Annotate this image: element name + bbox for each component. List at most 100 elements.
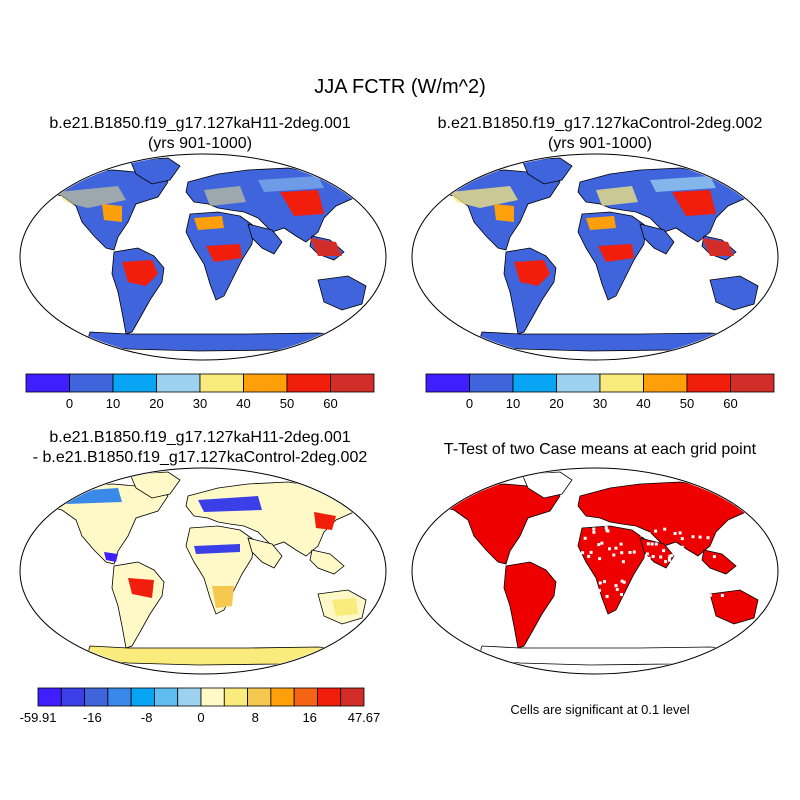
- nonsignificant-cell: [661, 595, 665, 599]
- nonsignificant-cell: [583, 536, 587, 540]
- nonsignificant-cell: [630, 591, 634, 595]
- colorbar-diff: -59.91 -16 -8 0 8 16 47.67: [20, 687, 380, 725]
- nonsignificant-cell: [723, 548, 727, 552]
- colorbar-swatch: [330, 373, 375, 393]
- nonsignificant-cell: [687, 570, 691, 574]
- panel-case1-title: b.e21.B1850.f19_g17.127kaH11-2deg.001: [49, 115, 351, 132]
- nonsignificant-cell: [693, 571, 697, 575]
- colorbar-swatch: [599, 373, 644, 393]
- nonsignificant-cell: [605, 595, 609, 598]
- diff-patch-boreal: [198, 496, 262, 512]
- hotspot-central-africa: [206, 244, 242, 262]
- nonsignificant-cell: [692, 570, 696, 574]
- colorbar-label: 10: [106, 396, 120, 411]
- nonsignificant-cell: [679, 586, 682, 590]
- nonsignificant-cell: [670, 554, 674, 558]
- diff-patch-south-africa: [212, 586, 234, 608]
- nonsignificant-cell: [591, 587, 595, 591]
- nonsignificant-cell: [714, 544, 718, 548]
- nonsignificant-cell: [584, 568, 588, 571]
- nonsignificant-cell: [653, 565, 657, 569]
- colorbar-label: 60: [723, 396, 737, 411]
- panel-diff-title-block: b.e21.B1850.f19_g17.127kaH11-2deg.001 - …: [0, 428, 400, 468]
- mid-europe: [204, 186, 246, 206]
- colorbar-label: 0: [197, 710, 204, 725]
- nonsignificant-cell: [581, 578, 585, 582]
- colorbar-swatch: [317, 687, 342, 707]
- colorbar-label: 50: [280, 396, 294, 411]
- nonsignificant-cell: [645, 584, 649, 588]
- significance-note: Cells are significant at 0.1 level: [510, 702, 690, 717]
- land-arabia-india: [247, 223, 283, 255]
- nonsignificant-cell: [598, 557, 602, 561]
- nonsignificant-cell: [720, 593, 724, 597]
- nonsignificant-cell: [712, 555, 716, 559]
- land-south-america: [503, 561, 557, 649]
- nonsignificant-cell: [593, 595, 597, 599]
- nonsignificant-cell: [651, 555, 655, 558]
- nonsignificant-cell: [621, 560, 625, 564]
- mid-europe: [596, 186, 638, 206]
- hotspot-se-asia: [310, 238, 342, 256]
- mid-siberia: [650, 176, 716, 192]
- nonsignificant-cell: [723, 539, 727, 543]
- colorbar-label: 20: [149, 396, 163, 411]
- panel-diff-title: b.e21.B1850.f19_g17.127kaH11-2deg.001: [49, 429, 351, 446]
- nonsignificant-cell: [605, 528, 609, 532]
- nonsignificant-cell: [591, 590, 595, 594]
- panel-ttest-title: T-Test of two Case means at each grid po…: [443, 441, 757, 458]
- nonsignificant-cell: [679, 560, 683, 564]
- colorbar-swatch: [340, 687, 365, 707]
- colorbar-swatch: [243, 373, 288, 393]
- nonsignificant-cell: [686, 574, 690, 578]
- colorbar-swatch: [60, 687, 85, 707]
- colorbar-case1: 0 10 20 30 40 50 60: [25, 373, 375, 411]
- colorbar-swatch: [107, 687, 132, 707]
- colorbar-label: 50: [680, 396, 694, 411]
- hotspot-east-us: [494, 204, 514, 222]
- nonsignificant-cell: [650, 542, 654, 546]
- colorbar-label: 40: [236, 396, 250, 411]
- land-antarctica: [85, 331, 357, 352]
- nonsignificant-cell: [640, 533, 644, 537]
- nonsignificant-cell: [719, 586, 722, 590]
- mid-siberia: [258, 176, 324, 192]
- nonsignificant-cell: [654, 542, 658, 546]
- nonsignificant-cell: [648, 593, 652, 597]
- nonsignificant-cell: [619, 542, 623, 546]
- nonsignificant-cell: [614, 584, 618, 588]
- nonsignificant-cell: [663, 527, 667, 531]
- hotspot-sahel: [586, 216, 616, 230]
- nonsignificant-cell: [682, 571, 686, 575]
- land-australia: [317, 275, 367, 311]
- land-se-asia: [309, 549, 345, 575]
- mid-north-america: [58, 186, 126, 208]
- nonsignificant-cell: [598, 588, 601, 592]
- hotspot-sahel: [194, 216, 224, 230]
- panel-case2-title-block: b.e21.B1850.f19_g17.127kaControl-2deg.00…: [400, 114, 800, 154]
- map-case1: [19, 153, 387, 361]
- nonsignificant-cell: [678, 531, 682, 535]
- colorbar-label: 16: [302, 710, 316, 725]
- nonsignificant-cell: [600, 541, 604, 545]
- colorbar-swatch: [84, 687, 109, 707]
- colorbar-swatch: [293, 687, 318, 707]
- hotspot-east-us: [102, 204, 122, 222]
- colorbar-label: 30: [193, 396, 207, 411]
- land-arabia-india: [639, 223, 675, 255]
- land-greenland: [521, 471, 573, 499]
- colorbar-swatch: [223, 687, 248, 707]
- colorbar-swatch: [154, 687, 179, 707]
- colorbar-swatch: [270, 687, 295, 707]
- colorbar-label: 8: [252, 710, 259, 725]
- map-case2: [411, 153, 779, 361]
- colorbar-swatch: [25, 373, 70, 393]
- nonsignificant-cell: [660, 584, 664, 588]
- land-greenland: [129, 471, 181, 499]
- land-arabia-india: [247, 537, 283, 569]
- colorbar-label: -16: [83, 710, 102, 725]
- nonsignificant-cell: [647, 532, 651, 536]
- diff-patch-sahel: [194, 544, 240, 554]
- land-layer: [35, 157, 367, 352]
- colorbar-label: 60: [323, 396, 337, 411]
